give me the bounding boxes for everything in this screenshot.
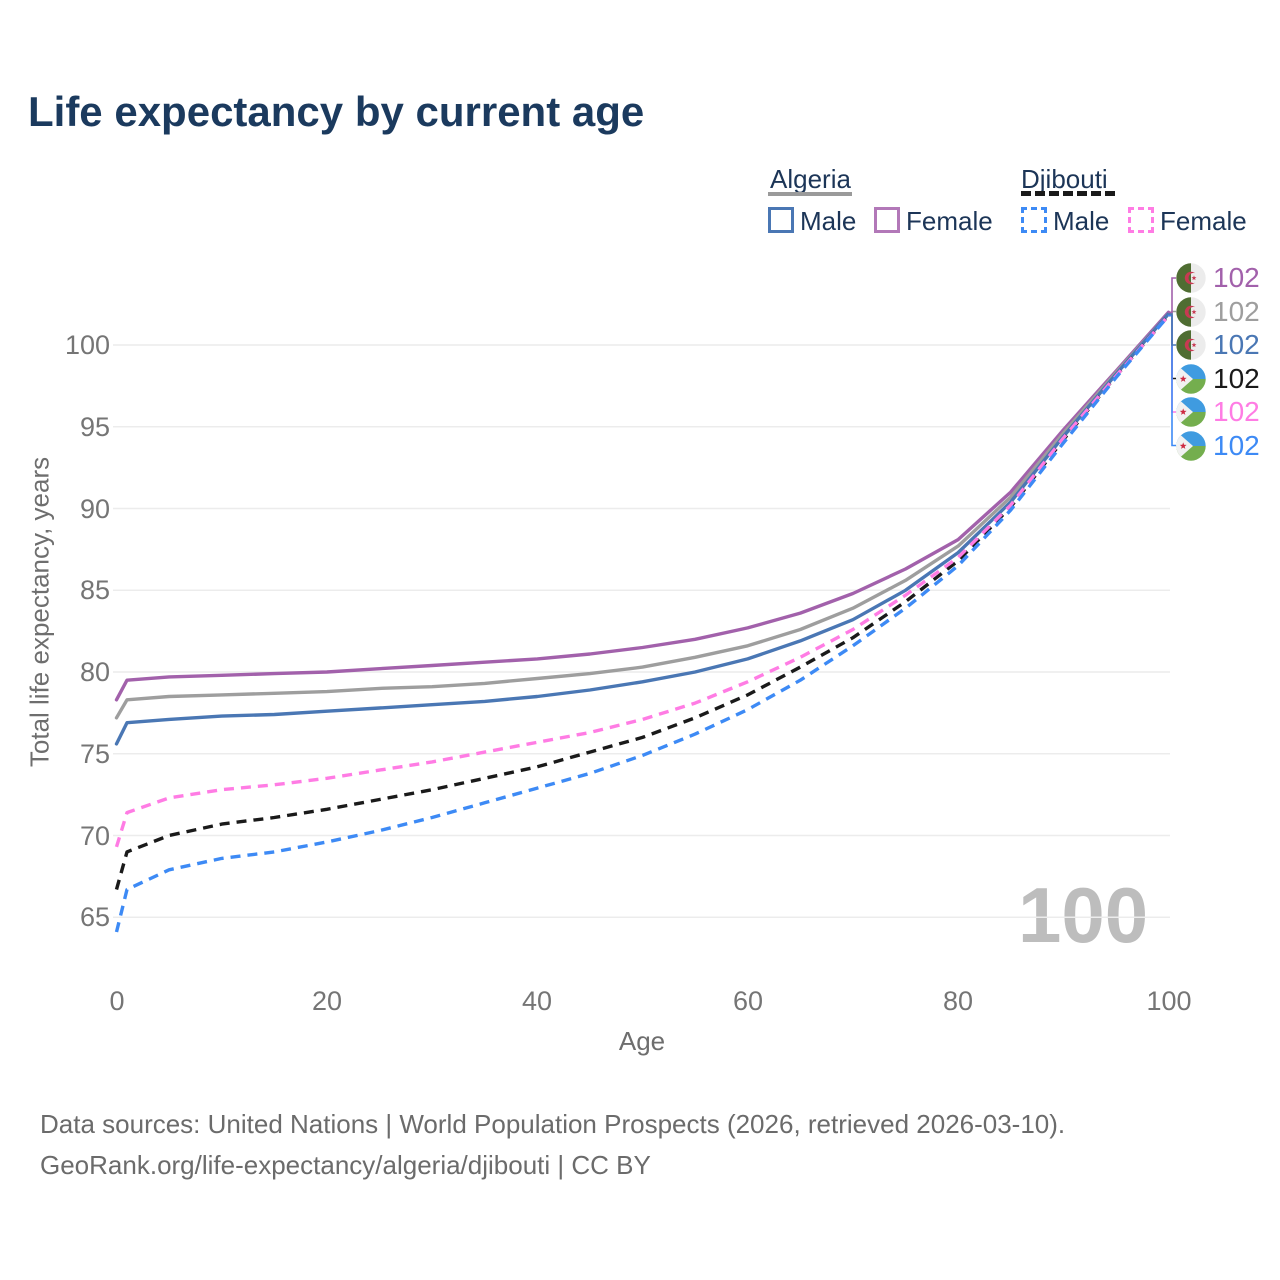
end-value-label: 102 bbox=[1213, 429, 1260, 461]
end-label-row-algeria-female: 102 bbox=[1176, 262, 1260, 294]
series-line-algeria bbox=[114, 312, 1171, 720]
series-line-djibouti bbox=[114, 314, 1170, 890]
algeria-flag-icon bbox=[1176, 296, 1206, 327]
legend-label-djibouti-male[interactable]: Male bbox=[1053, 206, 1110, 236]
end-label-row-djibouti-male: 102 bbox=[1176, 430, 1260, 462]
source-line: Data sources: United Nations | World Pop… bbox=[40, 1109, 1066, 1139]
y-tick-label: 85 bbox=[79, 575, 110, 605]
y-tick-label: 80 bbox=[79, 657, 110, 687]
y-tick-label: 65 bbox=[79, 902, 110, 932]
data-source-note: Data sources: United Nations | World Pop… bbox=[40, 1104, 1065, 1186]
x-tick-label: 20 bbox=[311, 986, 343, 1016]
end-value-label: 102 bbox=[1213, 295, 1260, 327]
end-value-label: 102 bbox=[1213, 262, 1260, 293]
end-label-row-djibouti: 102 bbox=[1176, 363, 1260, 395]
series-line-djibouti-female bbox=[114, 314, 1170, 848]
y-tick-label: 90 bbox=[79, 494, 110, 524]
end-value-label: 102 bbox=[1213, 329, 1260, 360]
djibouti-line-style-sample bbox=[1021, 191, 1115, 196]
algeria-flag-icon bbox=[1176, 263, 1206, 293]
y-tick-label: 95 bbox=[79, 412, 110, 442]
legend-checkbox-algeria-female[interactable] bbox=[874, 207, 900, 233]
algeria-line-style-sample bbox=[768, 192, 852, 196]
legend-country-djibouti: Djibouti bbox=[1021, 164, 1108, 194]
legend-checkbox-djibouti-female[interactable] bbox=[1128, 207, 1154, 233]
y-tick-label: 70 bbox=[79, 821, 110, 851]
x-tick-label: 0 bbox=[109, 986, 125, 1016]
age-watermark: 100 bbox=[1018, 871, 1149, 959]
url-line: GeoRank.org/life-expectancy/algeria/djib… bbox=[40, 1150, 651, 1180]
x-tick-label: 40 bbox=[521, 986, 553, 1016]
x-tick-label: 80 bbox=[942, 986, 974, 1016]
legend-label-djibouti-female[interactable]: Female bbox=[1160, 206, 1247, 236]
end-value-label: 102 bbox=[1213, 396, 1260, 427]
legend-country-algeria: Algeria bbox=[770, 164, 851, 194]
legend-checkbox-algeria-male[interactable] bbox=[768, 207, 794, 233]
x-axis-title: Age bbox=[618, 1026, 666, 1056]
djibouti-flag-icon bbox=[1176, 430, 1206, 461]
series-line-djibouti-male bbox=[114, 314, 1170, 933]
end-label-row-djibouti-female: 102 bbox=[1176, 396, 1260, 428]
x-tick-label: 60 bbox=[732, 986, 764, 1016]
legend-label-algeria-female[interactable]: Female bbox=[906, 206, 993, 236]
x-tick-label: 100 bbox=[1146, 986, 1192, 1016]
page-title: Life expectancy by current age bbox=[28, 88, 645, 135]
legend-checkbox-djibouti-male[interactable] bbox=[1021, 207, 1047, 233]
y-tick-label: 100 bbox=[64, 330, 110, 360]
series-line-algeria-female bbox=[114, 310, 1171, 702]
end-label-row-algeria-male: 102 bbox=[1176, 329, 1260, 361]
djibouti-flag-icon bbox=[1176, 363, 1206, 394]
end-label-row-algeria: 102 bbox=[1176, 296, 1260, 328]
y-tick-label: 75 bbox=[79, 739, 110, 769]
djibouti-flag-icon bbox=[1176, 397, 1206, 427]
end-value-label: 102 bbox=[1213, 362, 1260, 394]
legend-label-algeria-male[interactable]: Male bbox=[800, 206, 857, 236]
algeria-flag-icon bbox=[1176, 330, 1206, 360]
series-line-algeria-male bbox=[114, 312, 1171, 746]
